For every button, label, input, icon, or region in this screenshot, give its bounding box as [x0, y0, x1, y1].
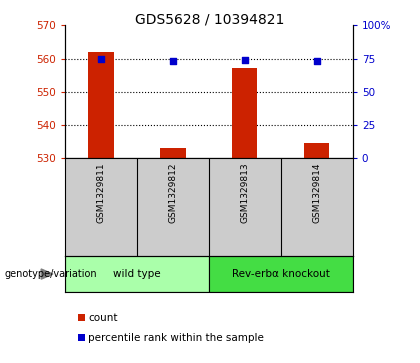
- Point: [98, 56, 105, 61]
- Bar: [209, 256, 353, 292]
- Bar: [160, 148, 186, 158]
- Text: GSM1329814: GSM1329814: [312, 163, 321, 223]
- Text: percentile rank within the sample: percentile rank within the sample: [88, 333, 264, 343]
- Text: wild type: wild type: [113, 269, 161, 279]
- Bar: [89, 52, 114, 158]
- Text: Rev-erbα knockout: Rev-erbα knockout: [232, 269, 330, 279]
- Text: genotype/variation: genotype/variation: [4, 269, 97, 279]
- Bar: [65, 256, 209, 292]
- Bar: [232, 69, 257, 158]
- Point: [170, 58, 176, 64]
- Text: GDS5628 / 10394821: GDS5628 / 10394821: [135, 13, 285, 27]
- Text: count: count: [88, 313, 118, 323]
- FancyArrow shape: [41, 269, 53, 279]
- Bar: [78, 334, 85, 341]
- Point: [313, 58, 320, 64]
- Text: GSM1329811: GSM1329811: [97, 163, 105, 224]
- Bar: [78, 314, 85, 321]
- Point: [241, 57, 248, 63]
- Text: GSM1329813: GSM1329813: [240, 163, 249, 224]
- Text: GSM1329812: GSM1329812: [168, 163, 178, 223]
- Bar: [304, 143, 329, 158]
